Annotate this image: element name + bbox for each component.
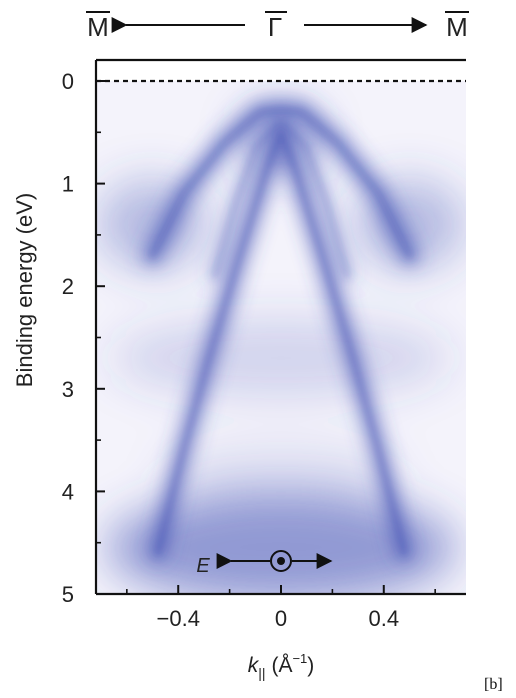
hs-center-label: Γ — [268, 12, 282, 42]
polarization-circle-icon — [270, 550, 292, 572]
x-axis-label: k|| (Å−1) — [248, 651, 315, 681]
x-ticks: −0.4 0 0.4 — [126, 585, 436, 631]
band-core-middle — [211, 119, 351, 279]
y-axis-label: Binding energy (eV) — [12, 193, 37, 387]
y-tick-label: 5 — [62, 582, 74, 607]
x-tick-label: 0 — [275, 606, 287, 631]
y-ticks: 0 1 2 3 4 5 — [62, 69, 105, 607]
x-axis-label-k: k — [248, 654, 260, 677]
band-core-outer — [148, 105, 414, 260]
panel-label: [b] — [484, 676, 503, 693]
y-tick-label: 0 — [62, 69, 74, 94]
polarization-dot-icon — [277, 557, 285, 565]
y-tick-label: 3 — [62, 377, 74, 402]
y-tick-label: 2 — [62, 274, 74, 299]
x-tick-label: −0.4 — [157, 606, 200, 631]
y-tick-label: 1 — [62, 172, 74, 197]
polarization-label: E — [196, 555, 210, 577]
diffuse-bottom — [106, 492, 456, 594]
intensity-map — [96, 81, 466, 594]
y-tick-label: 4 — [62, 479, 74, 504]
x-tick-label: 0.4 — [368, 606, 399, 631]
diffuse-mid — [111, 318, 451, 399]
x-axis-label-close: ) — [307, 654, 314, 677]
high-symmetry-header: M Γ M — [86, 11, 469, 42]
band-cores — [148, 105, 414, 556]
hs-left-label: M — [87, 12, 109, 42]
hs-right-label: M — [446, 12, 468, 42]
x-axis-label-sub: || — [258, 665, 265, 681]
x-axis-label-units: (Å — [271, 654, 292, 677]
diffuse-lower — [161, 442, 401, 499]
polarization-indicator: E — [196, 550, 333, 577]
x-axis-label-exp: −1 — [292, 651, 307, 666]
band-core-inner — [154, 129, 408, 556]
